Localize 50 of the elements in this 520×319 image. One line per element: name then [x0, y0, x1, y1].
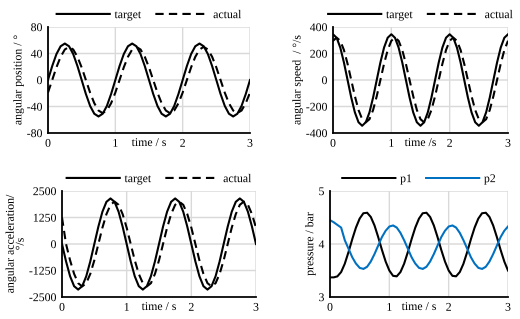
x-tick-label: 2	[180, 138, 185, 147]
x-tick-label: 2	[188, 302, 194, 311]
x-tick-label: 1	[124, 302, 129, 311]
x-axis-title: time / s	[402, 302, 436, 310]
y-tick-label: 0	[36, 76, 42, 84]
x-tick-label: 0	[328, 302, 332, 311]
y-tick-label: 5	[319, 187, 324, 196]
y-tick-label: 0	[50, 240, 56, 248]
x-tick-label: 2	[447, 138, 452, 147]
x-tick-label: 1	[387, 302, 392, 311]
x-tick-label: 3	[248, 138, 252, 147]
legend-label: target	[386, 11, 413, 21]
x-tick-label: 0	[60, 302, 64, 311]
y-axis-title: pressure / bar	[305, 212, 316, 276]
y-tick-label: 80	[31, 23, 42, 32]
y-tick-label: -1250	[29, 266, 56, 275]
y-axis-title: angular position / °	[13, 35, 24, 125]
y-tick-label: -2500	[29, 293, 56, 302]
legend-label: target	[124, 175, 152, 185]
y-tick-label: 2500	[33, 187, 56, 196]
y-tick-label: 40	[30, 50, 42, 58]
y-tick-label: -400	[306, 129, 327, 138]
x-tick-label: 2	[446, 302, 451, 311]
y-axis-title: angular acceleration/ °/s	[6, 194, 24, 293]
y-axis-title: angular speed / °/s	[292, 35, 304, 125]
line-series	[330, 219, 508, 270]
x-tick-label: 3	[506, 302, 510, 311]
x-axis-title: time /s	[404, 138, 436, 146]
legend-label: target	[114, 11, 142, 21]
y-tick-label: 400	[310, 23, 327, 32]
x-axis-title: time / s	[132, 138, 166, 146]
y-tick-label: 200	[310, 50, 327, 58]
y-tick-label: 0	[322, 76, 327, 84]
y-tick-label: -200	[306, 102, 327, 111]
x-tick-label: 1	[113, 138, 118, 147]
x-tick-label: 3	[254, 302, 258, 311]
x-tick-label: 3	[506, 138, 510, 147]
y-tick-label: 3	[319, 293, 324, 302]
y-tick-label: 1250	[34, 214, 56, 222]
legend-label: actual	[485, 10, 513, 18]
legend-label: actual	[224, 174, 252, 182]
x-tick-label: 1	[389, 138, 394, 147]
y-tick-label: -80	[27, 129, 42, 138]
x-axis-title: time / s	[142, 302, 176, 310]
y-tick-label: -40	[27, 102, 42, 111]
legend-label: actual	[214, 10, 242, 18]
legend-label: p2	[484, 174, 496, 185]
legend-label: p1	[400, 174, 412, 185]
y-tick-label: 4	[318, 240, 324, 248]
x-tick-label: 0	[330, 138, 336, 147]
